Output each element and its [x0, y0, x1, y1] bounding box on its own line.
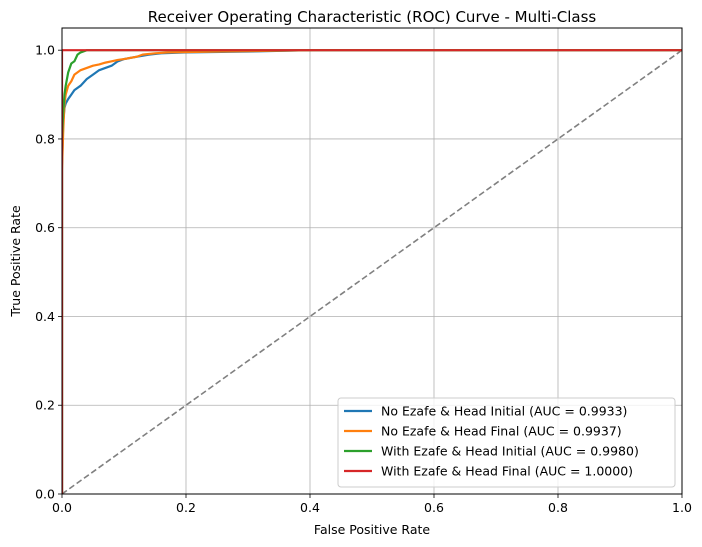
legend-box — [337, 397, 676, 488]
y-tick-label: 0.6 — [35, 220, 55, 235]
y-tick-label: 1.0 — [35, 43, 55, 58]
reference-diagonal-line — [62, 49, 682, 494]
x-tick-label: 1.0 — [672, 500, 692, 515]
plot-frame — [61, 27, 683, 495]
y-axis-label: True Positive Rate — [8, 205, 23, 318]
y-tick-label: 0.2 — [35, 398, 55, 413]
series-lines — [62, 49, 682, 494]
x-tick-label: 0.6 — [424, 500, 444, 515]
x-tick-label: 0.8 — [548, 500, 568, 515]
legend-entry-label: No Ezafe & Head Final (AUC = 0.9937) — [381, 424, 622, 439]
legend: No Ezafe & Head Initial (AUC = 0.9933) No… — [337, 397, 676, 488]
x-tick-label: 0.0 — [52, 500, 72, 515]
y-tick-label: 0.0 — [35, 487, 55, 502]
x-tick-label: 0.2 — [176, 500, 196, 515]
x-axis-label: False Positive Rate — [314, 522, 430, 537]
x-tick-label: 0.4 — [300, 500, 320, 515]
x-axis-ticks: 0.0 0.2 0.4 0.6 0.8 1.0 — [52, 494, 692, 515]
legend-entry-label: No Ezafe & Head Initial (AUC = 0.9933) — [381, 404, 627, 419]
legend-entry-label: With Ezafe & Head Initial (AUC = 0.9980) — [381, 444, 639, 459]
legend-entry-label: With Ezafe & Head Final (AUC = 1.0000) — [381, 464, 633, 479]
series-line-4 — [62, 49, 682, 494]
y-tick-label: 0.8 — [35, 131, 55, 146]
chart-title: Receiver Operating Characteristic (ROC) … — [148, 8, 597, 26]
y-tick-label: 0.4 — [35, 309, 55, 324]
y-axis-ticks: 0.0 0.2 0.4 0.6 0.8 1.0 — [35, 43, 62, 502]
